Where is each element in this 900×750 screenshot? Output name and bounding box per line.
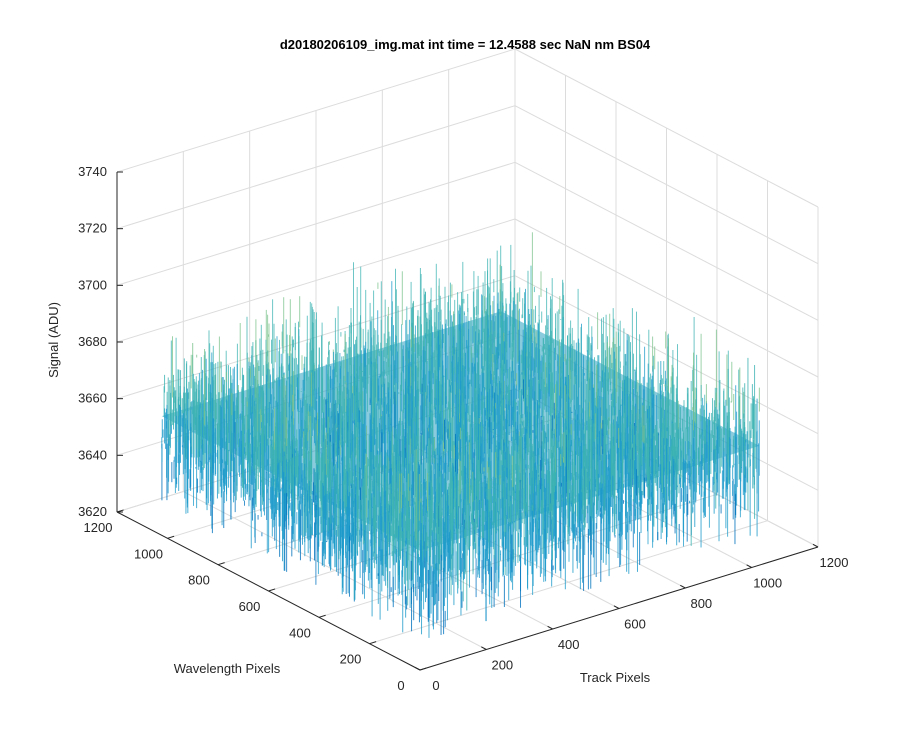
back-wall-grid-line	[116, 218, 516, 343]
surface-plot	[161, 232, 760, 638]
side-wall-grid-line	[514, 48, 819, 208]
side-wall-grid-line	[514, 105, 819, 265]
side-wall-grid-line	[514, 275, 819, 435]
back-wall-grid-line	[116, 161, 516, 286]
side-wall-grid-line	[514, 161, 819, 321]
back-wall-grid-line	[116, 105, 516, 230]
back-wall-grid-line	[116, 48, 516, 173]
chart-title: d20180206109_img.mat int time = 12.4588 …	[280, 37, 651, 52]
side-wall-grid-line	[514, 218, 819, 378]
